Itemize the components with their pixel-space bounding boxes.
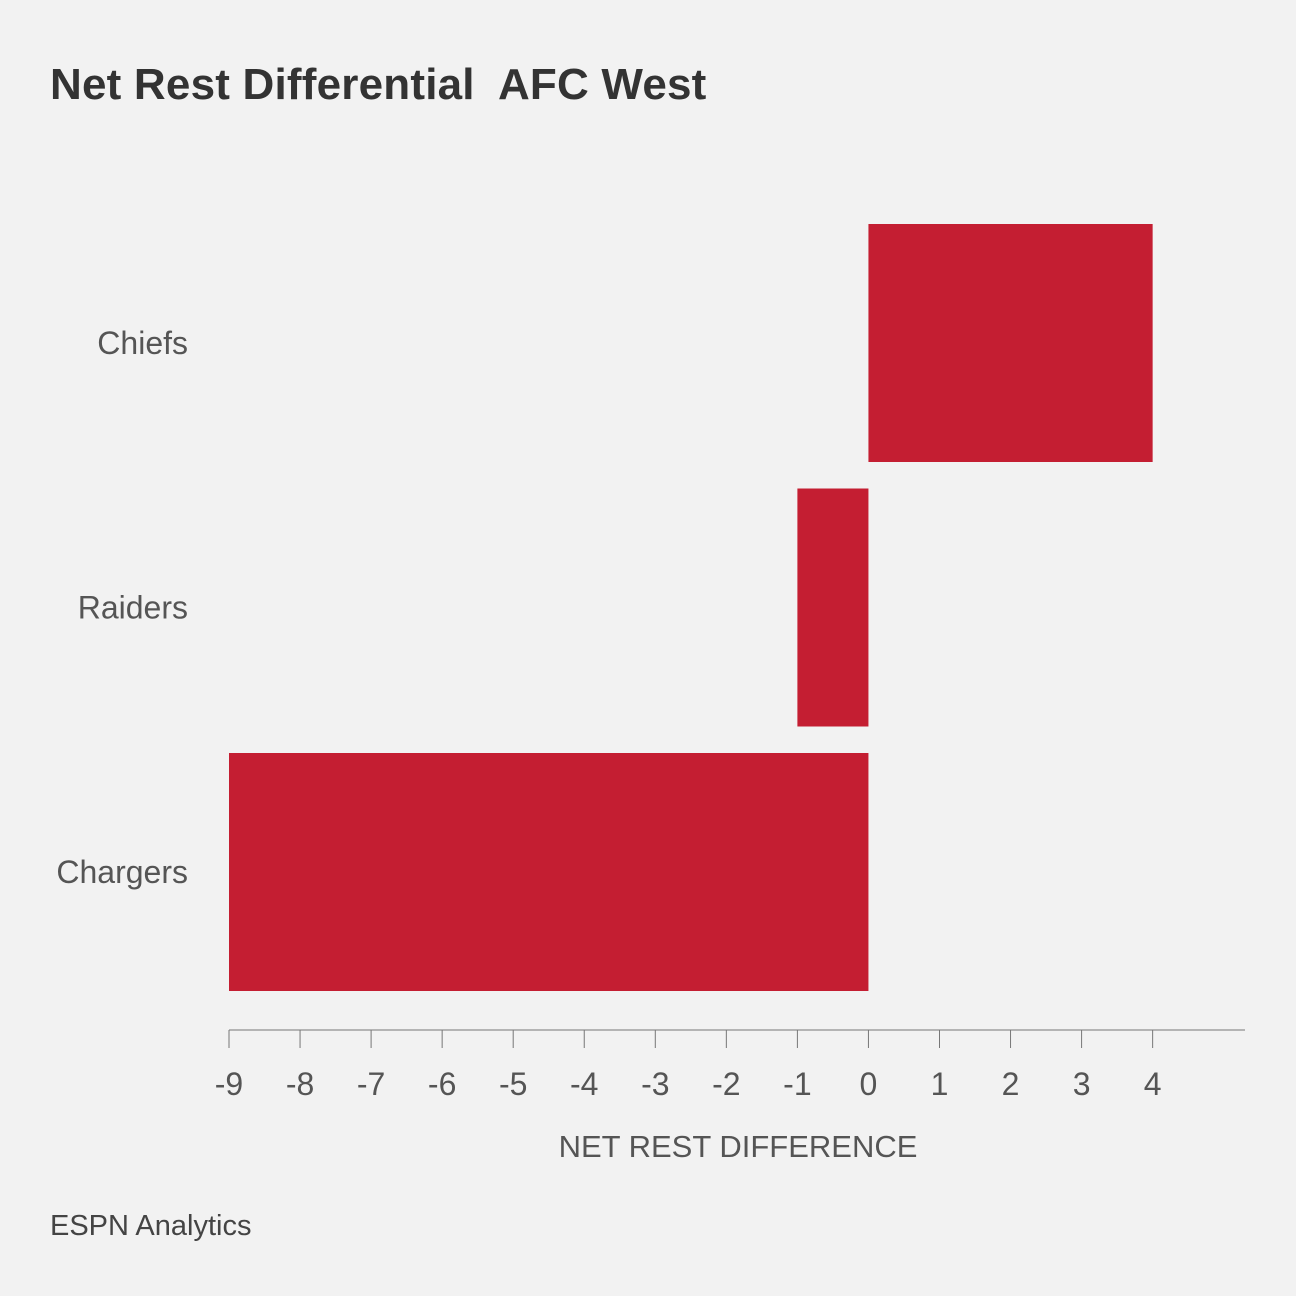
bars-group: [229, 224, 1153, 991]
bar-raiders: [797, 488, 869, 727]
category-labels-group: Chiefs Raiders Chargers: [56, 325, 188, 890]
category-label-raiders: Raiders: [78, 590, 188, 626]
x-axis-label: NET REST DIFFERENCE: [559, 1129, 918, 1164]
x-tick-label: -3: [641, 1066, 669, 1102]
x-tick-label: -6: [428, 1066, 456, 1102]
bar-chargers: [229, 753, 869, 991]
x-tick-label: -9: [215, 1066, 243, 1102]
category-label-chiefs: Chiefs: [97, 325, 188, 361]
x-tick-label: 3: [1073, 1066, 1091, 1102]
x-tick-label: 4: [1144, 1066, 1162, 1102]
category-label-chargers: Chargers: [56, 854, 188, 890]
x-tick-label: 0: [860, 1066, 878, 1102]
x-tick-label: 1: [931, 1066, 949, 1102]
x-tick-label: -5: [499, 1066, 527, 1102]
chart-title: Net Rest Differential AFC West: [50, 60, 707, 109]
x-tick-label: -8: [286, 1066, 314, 1102]
bar-chiefs: [868, 224, 1153, 462]
x-tick-label: -7: [357, 1066, 385, 1102]
x-tick-label: -4: [570, 1066, 598, 1102]
x-tick-label: -2: [712, 1066, 740, 1102]
x-axis: -9 -8 -7 -6 -5 -4 -3 -2 -1 0 1 2 3 4: [215, 1029, 1245, 1102]
source-note: ESPN Analytics: [50, 1210, 252, 1242]
x-tick-label: -1: [783, 1066, 811, 1102]
x-tick-label: 2: [1002, 1066, 1020, 1102]
